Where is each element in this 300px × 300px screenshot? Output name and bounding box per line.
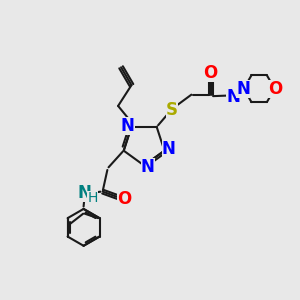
Text: O: O	[203, 64, 218, 82]
Text: H: H	[87, 190, 98, 205]
Text: N: N	[141, 158, 154, 176]
Text: O: O	[118, 190, 132, 208]
Text: S: S	[166, 100, 178, 118]
Text: N: N	[121, 117, 135, 135]
Text: N: N	[226, 88, 240, 106]
Text: N: N	[77, 184, 92, 202]
Text: N: N	[236, 80, 250, 98]
Text: O: O	[268, 80, 282, 98]
Text: N: N	[162, 140, 176, 158]
